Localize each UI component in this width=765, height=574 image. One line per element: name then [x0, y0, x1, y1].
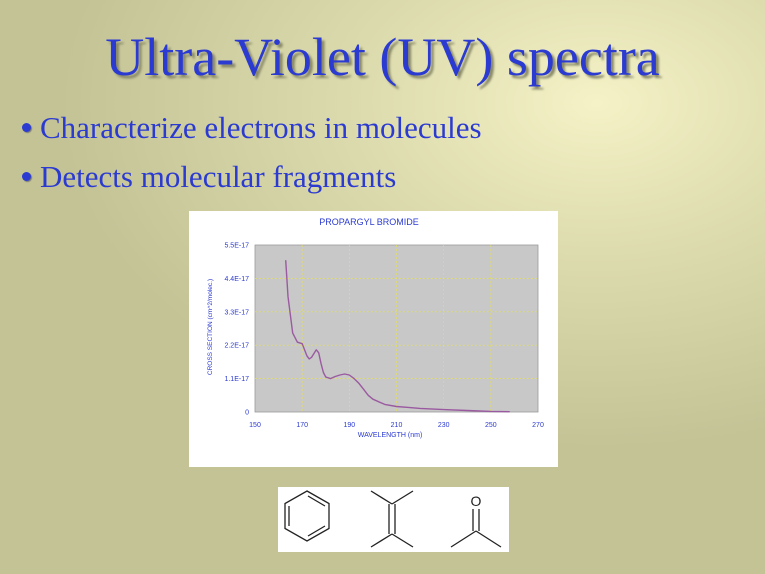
x-tick-label: 230	[438, 422, 450, 429]
oxygen-label: O	[471, 493, 482, 509]
chart-y-axis-label: CROSS SECTION (cm^2/molec.)	[207, 279, 214, 375]
chart-canvas: PROPARGYL BROMIDE WAVELENGTH (nm) CROSS …	[207, 217, 544, 439]
x-tick-label: 210	[391, 422, 403, 429]
x-tick-label: 150	[249, 422, 261, 429]
bullet-text: Characterize electrons in molecules	[40, 110, 482, 145]
uv-spectrum-chart: PROPARGYL BROMIDE WAVELENGTH (nm) CROSS …	[189, 211, 558, 467]
x-tick-label: 170	[296, 422, 308, 429]
plot-area	[254, 244, 539, 413]
series-line	[285, 260, 510, 413]
alkene-double-bond-icon	[370, 490, 414, 548]
x-tick-label: 190	[343, 422, 355, 429]
x-tick-label: 270	[532, 422, 544, 429]
bullet-item: Characterize electrons in molecules	[22, 110, 482, 159]
bullet-item: Detects molecular fragments	[22, 159, 482, 208]
bullet-icon	[22, 172, 31, 182]
bullet-text: Detects molecular fragments	[40, 159, 397, 194]
chart-x-axis-label: WAVELENGTH (nm)	[358, 432, 423, 439]
benzene-ring-icon	[284, 490, 330, 542]
y-tick-label: 4.4E-17	[224, 276, 249, 283]
y-tick-label: 5.5E-17	[224, 243, 249, 250]
y-tick-label: 1.1E-17	[224, 376, 249, 383]
molecule-structures: O	[278, 487, 509, 552]
bullet-list: Characterize electrons in molecules Dete…	[22, 110, 482, 208]
x-tick-label: 250	[485, 422, 497, 429]
bullet-icon	[22, 123, 31, 133]
y-tick-label: 3.3E-17	[224, 309, 249, 316]
y-tick-label: 2.2E-17	[224, 343, 249, 350]
chart-title: PROPARGYL BROMIDE	[319, 217, 419, 227]
carbonyl-ketone-icon	[450, 509, 502, 548]
slide-title: Ultra-Violet (UV) spectra	[105, 27, 660, 87]
y-tick-label: 0	[245, 410, 249, 417]
molecule-drawings: O	[284, 490, 502, 548]
